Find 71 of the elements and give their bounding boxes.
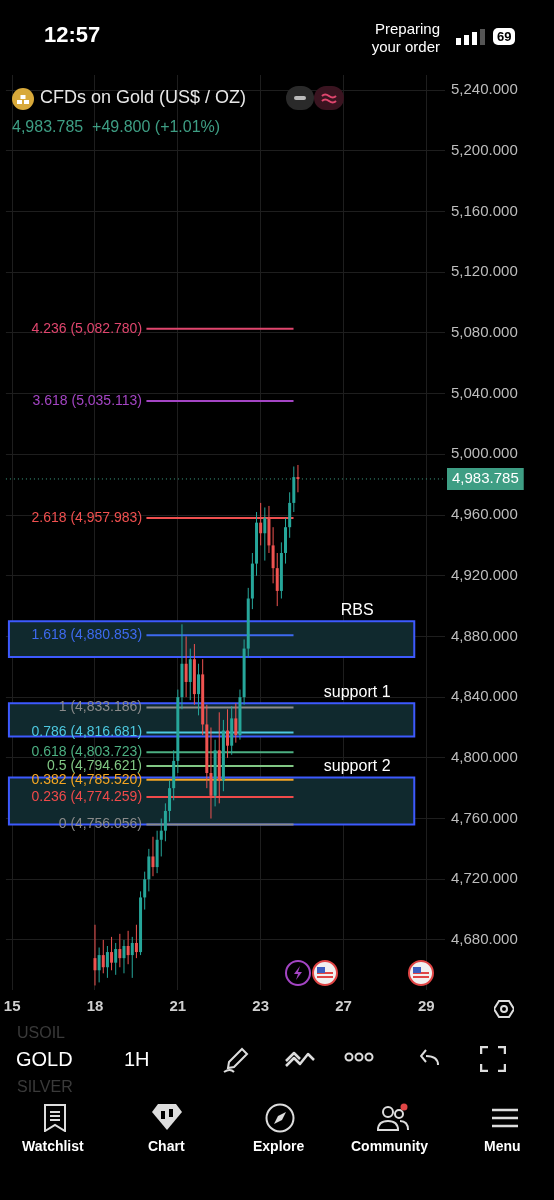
candlestick [184, 635, 188, 698]
candlestick [147, 848, 151, 892]
text: CFDs on Gold (US$ / OZ) [40, 87, 247, 108]
y-tick-label: 5,080.000 [451, 323, 518, 341]
candlestick [197, 663, 201, 716]
x-tick-label: 15 [3, 997, 21, 1015]
candlestick [101, 939, 105, 974]
candlestick [275, 552, 279, 607]
text: 4,983.785 +49.800 (+1.01%) [12, 118, 221, 136]
candlestick [143, 871, 147, 911]
x-tick-label: 18 [86, 997, 104, 1015]
y-tick-label: 4,720.000 [451, 869, 518, 887]
y-tick-label: 5,040.000 [451, 383, 518, 401]
candlestick [296, 464, 300, 493]
candlestick [122, 939, 126, 974]
candlestick [234, 702, 238, 744]
candlestick [263, 506, 267, 562]
y-tick-label: 5,000.000 [451, 444, 518, 462]
candlestick [114, 942, 118, 976]
text: 1H [124, 1048, 150, 1071]
y-tick-label: 4,960.000 [451, 505, 518, 523]
y-tick-label: 4,840.000 [451, 687, 518, 705]
y-tick-label: 4,760.000 [451, 808, 518, 826]
ref-line-label: 4,983.785 [452, 469, 519, 487]
y-tick-label: 5,120.000 [451, 262, 518, 280]
candlestick [159, 818, 163, 857]
candlestick [188, 648, 192, 701]
ref-line-label: 0.236 (4,774.259) [31, 787, 143, 804]
text: Preparing your order [370, 20, 440, 56]
band-label: RBS [340, 600, 374, 618]
candlestick [151, 836, 155, 877]
x-tick-label: 29 [418, 997, 435, 1015]
candlestick [168, 780, 172, 823]
text: Watchlist [22, 1138, 84, 1154]
candlestick [93, 924, 97, 986]
text: 12:57 [44, 22, 101, 48]
candlestick [130, 936, 134, 979]
y-tick-label: 5,160.000 [451, 201, 518, 219]
text: Community [351, 1138, 428, 1154]
ref-line-label: 3.618 (5,035.113) [32, 391, 143, 408]
text: Chart [148, 1138, 185, 1154]
y-tick-label: 4,800.000 [451, 747, 518, 765]
candlestick [226, 708, 230, 759]
text: GOLD [16, 1048, 73, 1071]
candlestick [97, 947, 101, 983]
candlestick [105, 945, 109, 979]
x-tick-label: 23 [252, 997, 270, 1015]
x-tick-label: 27 [335, 997, 352, 1015]
ref-line-label: 2.618 (4,957.983) [31, 508, 143, 525]
x-tick-label: 21 [169, 997, 187, 1015]
candlestick [110, 936, 114, 971]
y-tick-label: 4,920.000 [451, 565, 518, 583]
ref-line-label: 4.236 (5,082.780) [31, 319, 143, 336]
y-tick-label: 4,680.000 [451, 930, 518, 948]
ref-line-label: 1.618 (4,880.853) [31, 626, 143, 643]
text: Explore [253, 1138, 305, 1154]
candlestick [163, 802, 167, 842]
candlestick [134, 924, 138, 959]
candlestick [126, 930, 130, 965]
y-tick-label: 5,240.000 [451, 80, 518, 98]
text: SILVER [17, 1078, 73, 1096]
band-label: support 2 [323, 756, 391, 774]
candlestick [118, 933, 122, 968]
band-label: support 1 [323, 682, 391, 700]
ref-line-label: 0.618 (4,803.723) [31, 743, 143, 760]
y-tick-label: 5,200.000 [451, 141, 518, 159]
text: USOIL [17, 1024, 66, 1042]
text: Menu [484, 1138, 521, 1154]
text: 69 [493, 28, 516, 45]
y-tick-label: 4,880.000 [451, 626, 518, 644]
candlestick [271, 526, 275, 584]
